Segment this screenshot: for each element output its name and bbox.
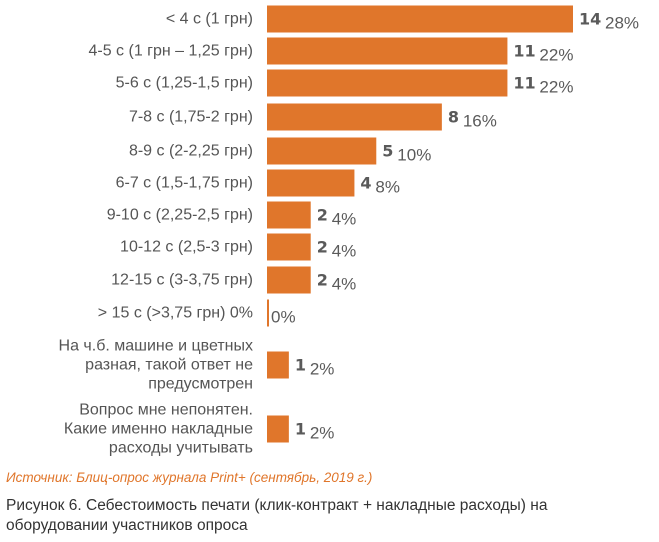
count-label-10: 1 <box>295 356 306 375</box>
bar-8 <box>267 266 311 294</box>
bar-10 <box>267 351 289 379</box>
count-label-11: 1 <box>295 420 306 439</box>
category-label-2: 5-6 с (1,25-1,5 грн) <box>116 75 253 92</box>
category-label-10-line-1: разная, такой ответ не <box>85 357 253 374</box>
count-label-4: 5 <box>382 142 393 161</box>
percent-label-8: 4% <box>332 275 357 294</box>
count-label-6: 2 <box>317 206 328 225</box>
category-label-3: 7-8 с (1,75-2 грн) <box>129 109 253 126</box>
category-label-11-line-2: расходы учитывать <box>109 440 253 457</box>
count-label-2: 11 <box>513 74 535 93</box>
chart-source: Источник: Блиц-опрос журнала Print+ (сен… <box>6 470 373 485</box>
count-label-5: 4 <box>360 174 371 193</box>
bar-4 <box>267 137 377 165</box>
percent-label-7: 4% <box>332 242 357 261</box>
count-label-0: 14 <box>579 10 601 29</box>
figure-caption: Рисунок 6. Себестоимость печати (клик-ко… <box>6 497 548 534</box>
category-label-1: 4-5 с (1 грн – 1,25 грн) <box>88 43 253 60</box>
count-label-8: 2 <box>317 271 328 290</box>
percent-label-9: 0% <box>271 308 296 327</box>
category-label-0: < 4 с (1 грн) <box>166 11 253 28</box>
bar-chart: < 4 с (1 грн) 14 28%4-5 с (1 грн – 1,25 гр… <box>59 5 639 457</box>
category-label-4: 8-9 с (2-2,25 грн) <box>129 143 253 160</box>
count-label-3: 8 <box>448 108 459 127</box>
percent-label-5: 8% <box>375 178 400 197</box>
percent-label-2: 22% <box>539 78 573 97</box>
bar-11 <box>267 415 289 443</box>
category-label-10-line-2: предусмотрен <box>148 376 253 393</box>
bar-0 <box>267 5 573 33</box>
category-label-6: 9-10 с (2,25-2,5 грн) <box>107 207 253 224</box>
category-label-9: > 15 с (>3,75 грн) 0% <box>98 305 253 322</box>
percent-label-11: 2% <box>310 424 335 443</box>
bar-3 <box>267 103 442 131</box>
bar-7 <box>267 233 311 261</box>
category-label-7: 10-12 с (2,5-3 грн) <box>120 239 253 256</box>
percent-label-3: 16% <box>463 112 497 131</box>
count-label-1: 11 <box>513 42 535 61</box>
count-label-7: 2 <box>317 238 328 257</box>
percent-label-6: 4% <box>332 210 357 229</box>
category-label-5: 6-7 с (1,5-1,75 грн) <box>116 175 253 192</box>
category-label-11-line-0: Вопрос мне непонятен. <box>79 402 253 419</box>
bar-1 <box>267 37 508 65</box>
bar-9 <box>267 299 269 327</box>
bar-5 <box>267 169 355 197</box>
percent-label-0: 28% <box>605 14 639 33</box>
category-label-10-line-0: На ч.б. машине и цветных <box>59 338 253 355</box>
category-label-11-line-1: Какие именно накладные <box>64 421 253 438</box>
percent-label-1: 22% <box>539 46 573 65</box>
bar-6 <box>267 201 311 229</box>
percent-label-4: 10% <box>397 146 431 165</box>
bar-2 <box>267 69 508 97</box>
category-label-8: 12-15 с (3-3,75 грн) <box>111 272 253 289</box>
percent-label-10: 2% <box>310 360 335 379</box>
